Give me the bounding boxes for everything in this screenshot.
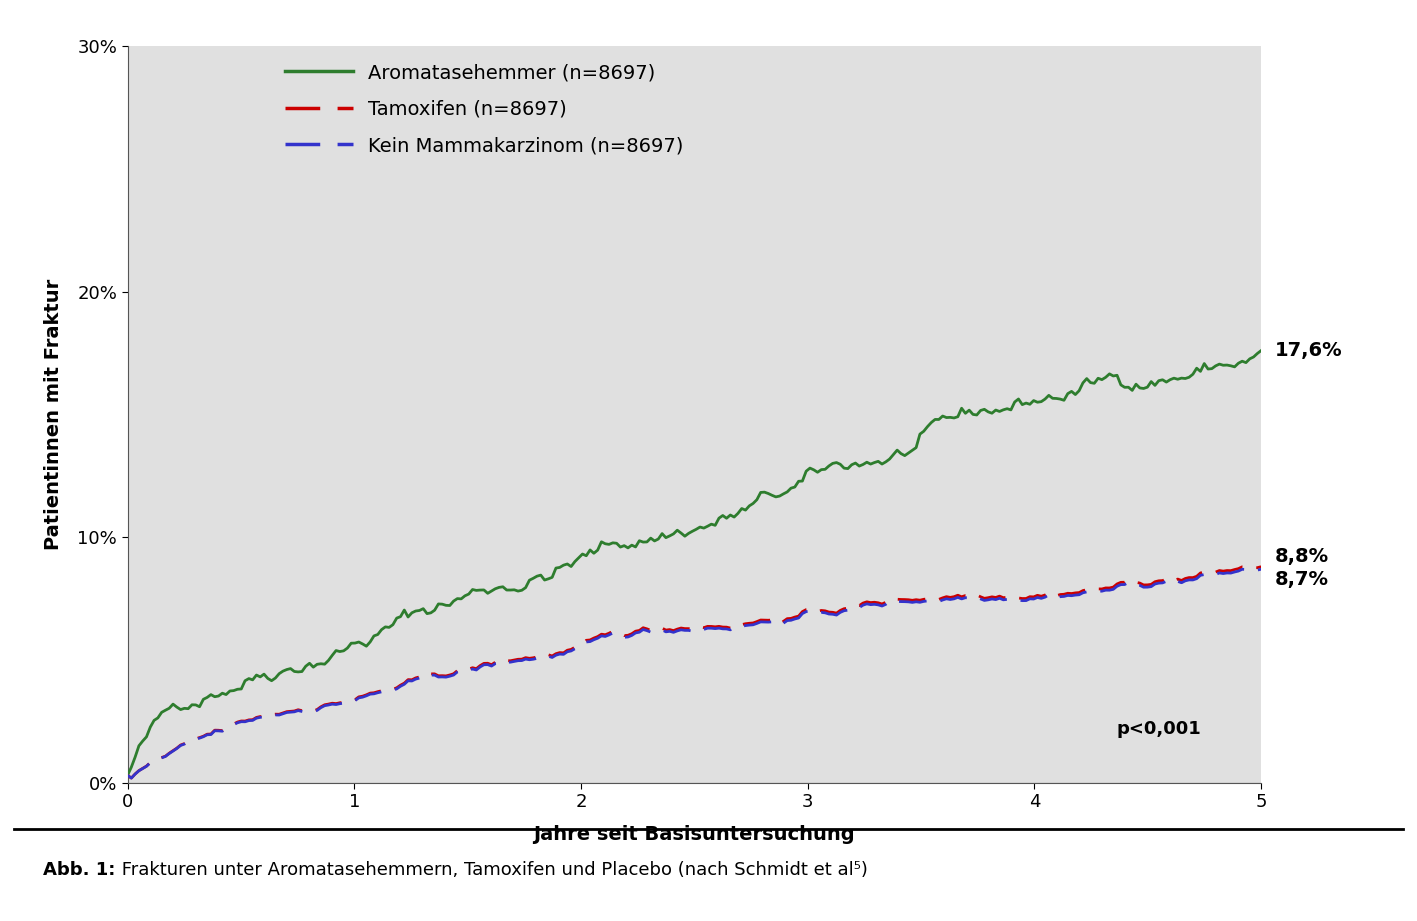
Text: 17,6%: 17,6% bbox=[1275, 341, 1342, 360]
Text: Abb. 1:: Abb. 1: bbox=[43, 861, 115, 880]
X-axis label: Jahre seit Basisuntersuchung: Jahre seit Basisuntersuchung bbox=[534, 825, 854, 845]
Text: Frakturen unter Aromatasehemmern, Tamoxifen und Placebo (nach Schmidt et al⁵): Frakturen unter Aromatasehemmern, Tamoxi… bbox=[116, 861, 869, 880]
Text: p<0,001: p<0,001 bbox=[1117, 720, 1202, 738]
Y-axis label: Patientinnen mit Fraktur: Patientinnen mit Fraktur bbox=[44, 279, 64, 550]
Legend: Aromatasehemmer (n=8697), Tamoxifen (n=8697), Kein Mammakarzinom (n=8697): Aromatasehemmer (n=8697), Tamoxifen (n=8… bbox=[285, 64, 683, 155]
Text: 8,7%: 8,7% bbox=[1275, 569, 1329, 589]
Text: 8,8%: 8,8% bbox=[1275, 547, 1329, 566]
